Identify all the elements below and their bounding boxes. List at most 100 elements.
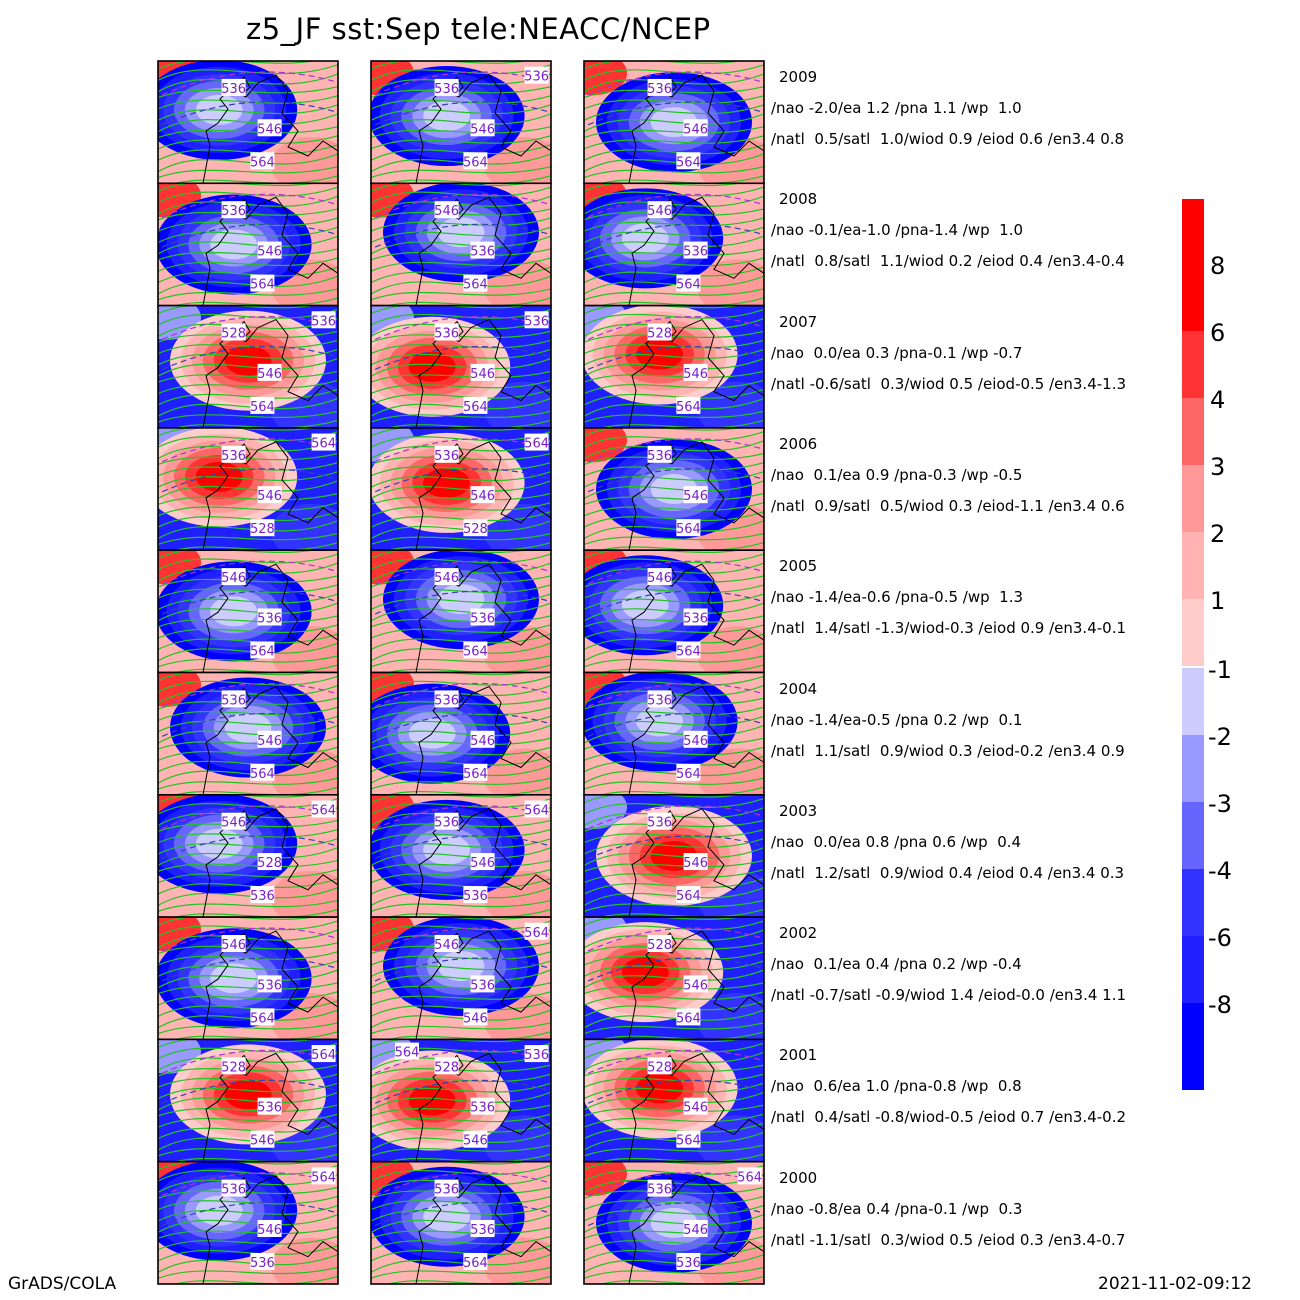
geopotential-contour: [584, 1244, 764, 1262]
geopotential-contour: [371, 1122, 551, 1140]
geopotential-contour: [584, 797, 764, 815]
geopotential-contour: [371, 501, 551, 517]
map-panel-2002-1: 546 536 564: [157, 916, 339, 1041]
geopotential-contour: [366, 45, 556, 59]
coastline: [415, 808, 551, 918]
map-panel-2007-1: 528 546 564 536: [157, 304, 339, 429]
contour-label-box: [311, 433, 336, 451]
geopotential-contour: [371, 593, 551, 611]
geopotential-contour: [158, 837, 338, 855]
geopotential-contour: [584, 828, 764, 844]
geopotential-contour: [371, 1266, 551, 1279]
contour-label: 536: [434, 816, 459, 831]
geopotential-contour: [158, 370, 338, 383]
map-panel-2003-1: 546 528 536 564: [157, 793, 339, 918]
geopotential-contour: [584, 510, 764, 529]
coastline: [415, 685, 551, 795]
geopotential-contour: [371, 1235, 551, 1251]
contour-label: 546: [434, 571, 459, 586]
colorbar-label: -8: [1208, 991, 1232, 1019]
contour-label: 564: [250, 155, 275, 170]
contour-label-box: [683, 241, 708, 259]
colorbar-segment-negative: [1182, 936, 1204, 1003]
geopotential-contour: [158, 777, 338, 790]
geopotential-contour: [158, 470, 338, 489]
contour-label: 536: [647, 82, 672, 97]
geopotential-contour: [371, 1104, 551, 1117]
geopotential-contour: [584, 492, 764, 506]
geopotential-contour: [584, 479, 764, 500]
row-year-label: 2006: [779, 434, 818, 453]
geopotential-contour: [599, 664, 764, 673]
anomaly-patch: [697, 993, 764, 1040]
map-panel-2007-3: 528 546 564: [583, 304, 765, 429]
geopotential-contour: [371, 134, 551, 150]
geopotential-contour: [158, 982, 338, 995]
contour-label: 536: [250, 889, 275, 904]
map-panel-2001-2: 528 536 546 536 564: [370, 1038, 552, 1163]
row-index-line1: /nao -1.4/ea-0.5 /pna 0.2 /wp 0.1: [771, 710, 1023, 729]
contour-label: 564: [311, 803, 336, 818]
contour-label-box: [221, 1057, 246, 1075]
contour-label: 536: [257, 978, 282, 993]
dashed-contour: [158, 590, 338, 617]
geopotential-contour: [158, 134, 338, 150]
geopotential-contour: [158, 1122, 338, 1140]
geopotential-contour: [158, 706, 338, 722]
contour-label-box: [676, 274, 701, 292]
geopotential-contour: [371, 846, 551, 867]
contour-label: 536: [311, 314, 336, 329]
dashed-contour: [371, 1172, 551, 1199]
colorbar-segment-negative: [1182, 869, 1204, 936]
row-index-line1: /nao -0.8/ea 0.4 /pna-0.1 /wp 0.3: [771, 1199, 1023, 1218]
map-panel-2001-3: 528 546 564: [583, 1038, 765, 1163]
geopotential-contour: [158, 1226, 338, 1239]
geopotential-contour: [584, 186, 764, 204]
contour-label: 536: [434, 82, 459, 97]
contour-label: 536: [434, 1183, 459, 1198]
geopotential-contour: [173, 664, 338, 673]
geopotential-contour: [371, 868, 551, 884]
contour-label: 564: [524, 803, 549, 818]
geopotential-contour: [584, 532, 764, 546]
contour-label-box: [434, 201, 459, 219]
panel-frame: [370, 1160, 552, 1285]
dashed-contour: [584, 346, 764, 373]
geopotential-contour: [371, 113, 551, 133]
anomaly-patch: [697, 748, 764, 795]
contour-label-box: [470, 1097, 495, 1115]
geopotential-contour: [158, 153, 338, 173]
geopotential-contour: [173, 786, 338, 795]
geopotential-contour: [371, 960, 551, 978]
contour-label-box: [250, 886, 275, 904]
dashed-contour: [584, 193, 764, 220]
contour-label-box: [737, 1167, 762, 1185]
geopotential-contour: [158, 868, 338, 884]
geopotential-contour: [584, 777, 764, 790]
contour-label: 536: [434, 693, 459, 708]
anomaly-patch: [271, 1237, 338, 1284]
geopotential-contour: [584, 1009, 764, 1029]
contour-label-box: [434, 935, 459, 953]
contour-label-box: [683, 1219, 708, 1237]
geopotential-contour: [584, 153, 764, 173]
contour-label: 564: [250, 644, 275, 659]
geopotential-contour: [584, 715, 764, 733]
row-index-line2: /natl 0.8/satl 1.1/wiod 0.2 /eiod 0.4 /e…: [771, 252, 1125, 271]
contour-label-box: [311, 311, 336, 329]
colorbar-segment-positive: [1182, 199, 1204, 266]
dashed-contour: [158, 101, 338, 128]
contour-label-box: [463, 274, 488, 292]
contour-label-box: [683, 853, 708, 871]
contour-label: 546: [470, 489, 495, 504]
contour-label: 546: [683, 1223, 708, 1238]
dashed-contour: [371, 1202, 551, 1229]
geopotential-contour: [371, 642, 551, 662]
dashed-contour: [371, 346, 551, 373]
contour-label: 536: [257, 611, 282, 626]
row-index-line1: /nao 0.0/ea 0.3 /pna-0.1 /wp -0.7: [771, 343, 1023, 362]
coastline: [202, 930, 338, 1040]
geopotential-contour: [371, 348, 551, 366]
anomaly-patch: [697, 259, 764, 306]
contour-label: 536: [470, 1223, 495, 1238]
